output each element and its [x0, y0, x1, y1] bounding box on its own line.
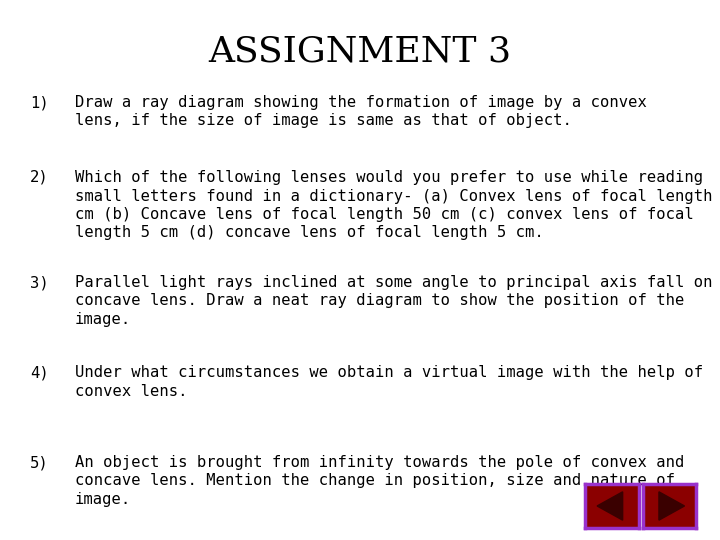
Text: cm (b) Concave lens of focal length 50 cm (c) convex lens of focal: cm (b) Concave lens of focal length 50 c… [75, 207, 694, 222]
Text: concave lens. Mention the change in position, size and nature of: concave lens. Mention the change in posi… [75, 474, 675, 489]
Text: image.: image. [75, 492, 131, 507]
Polygon shape [659, 492, 685, 520]
Text: Draw a ray diagram showing the formation of image by a convex: Draw a ray diagram showing the formation… [75, 95, 647, 110]
Text: length 5 cm (d) concave lens of focal length 5 cm.: length 5 cm (d) concave lens of focal le… [75, 226, 544, 240]
Text: 2): 2) [30, 170, 49, 185]
Polygon shape [597, 492, 623, 520]
Text: lens, if the size of image is same as that of object.: lens, if the size of image is same as th… [75, 113, 572, 129]
Text: ASSIGNMENT 3: ASSIGNMENT 3 [208, 35, 512, 69]
Text: image.: image. [75, 312, 131, 327]
Text: 3): 3) [30, 275, 49, 290]
Text: 5): 5) [30, 455, 49, 470]
Text: concave lens. Draw a neat ray diagram to show the position of the: concave lens. Draw a neat ray diagram to… [75, 294, 685, 308]
Text: convex lens.: convex lens. [75, 383, 187, 399]
Text: 1): 1) [30, 95, 49, 110]
Text: Which of the following lenses would you prefer to use while reading: Which of the following lenses would you … [75, 170, 703, 185]
Text: An object is brought from infinity towards the pole of convex and: An object is brought from infinity towar… [75, 455, 685, 470]
Text: Under what circumstances we obtain a virtual image with the help of: Under what circumstances we obtain a vir… [75, 365, 703, 380]
Text: 4): 4) [30, 365, 49, 380]
Text: small letters found in a dictionary- (a) Convex lens of focal length 50: small letters found in a dictionary- (a)… [75, 188, 720, 204]
Text: Parallel light rays inclined at some angle to principal axis fall on: Parallel light rays inclined at some ang… [75, 275, 713, 290]
